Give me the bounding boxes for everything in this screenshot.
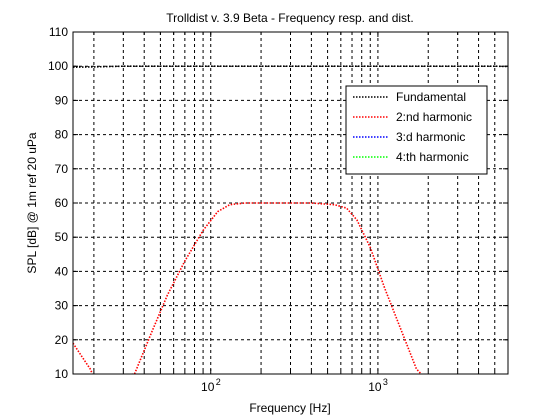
y-tick-label: 10 (55, 367, 69, 381)
x-tick-label-exponent: 3 (383, 377, 388, 387)
legend-label-3-d-harmonic: 3:d harmonic (396, 130, 465, 144)
y-tick-label: 110 (49, 25, 68, 39)
legend-label-4-th-harmonic: 4:th harmonic (396, 150, 469, 164)
x-tick-label-exponent: 2 (216, 377, 221, 387)
legend-box (345, 85, 488, 175)
chart-title: Trolldist v. 3.9 Beta - Frequency resp. … (166, 11, 413, 25)
grid-lines (73, 32, 509, 374)
y-tick-label: 100 (48, 59, 68, 73)
x-tick-label: 10 (368, 380, 382, 394)
series-line-2-nd-harmonic (73, 202, 423, 374)
y-tick-label: 80 (55, 128, 69, 142)
y-tick-label: 30 (55, 299, 69, 313)
legend-label-fundamental: Fundamental (396, 90, 466, 104)
y-tick-label: 70 (55, 162, 69, 176)
y-axis-title: SPL [dB] @ 1m ref 20 uPa (25, 132, 39, 273)
legend-label-2-nd-harmonic: 2:nd harmonic (396, 110, 472, 124)
y-tick-label: 20 (55, 333, 69, 347)
x-axis-title: Frequency [Hz] (249, 401, 330, 415)
series-layer (73, 65, 508, 374)
axis-ticks (73, 31, 509, 375)
y-tick-label: 90 (55, 93, 69, 107)
y-tick-label: 50 (55, 230, 69, 244)
y-tick-label: 60 (55, 196, 69, 210)
legend: Fundamental 2:nd harmonic 3:d harmonic 4:th… (345, 85, 488, 175)
x-tick-label: 10 (201, 380, 215, 394)
y-tick-label: 40 (55, 264, 69, 278)
